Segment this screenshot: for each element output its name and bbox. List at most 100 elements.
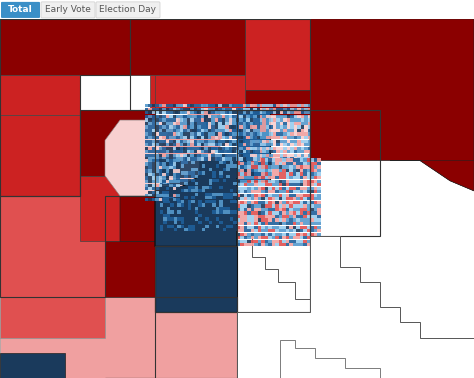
Bar — [230, 200, 233, 203]
Bar — [208, 118, 211, 122]
Bar — [176, 180, 180, 183]
Bar — [192, 154, 196, 157]
Bar — [227, 175, 230, 178]
Bar — [231, 143, 234, 146]
Bar — [258, 158, 261, 161]
Bar — [188, 175, 191, 178]
Bar — [239, 154, 243, 157]
Bar — [185, 108, 189, 111]
Bar — [290, 162, 293, 165]
Bar — [219, 125, 222, 129]
Bar — [254, 147, 257, 150]
Bar — [251, 165, 254, 169]
Bar — [255, 194, 258, 197]
Bar — [257, 154, 260, 157]
Bar — [251, 172, 254, 176]
Bar — [220, 136, 224, 139]
Bar — [297, 222, 300, 225]
Bar — [145, 173, 148, 176]
Bar — [263, 143, 266, 146]
Bar — [173, 133, 176, 136]
Bar — [290, 204, 293, 208]
Bar — [145, 162, 148, 166]
Bar — [318, 204, 321, 208]
Bar — [276, 115, 280, 118]
Bar — [268, 232, 272, 236]
Bar — [303, 169, 307, 172]
Bar — [251, 204, 254, 208]
Bar — [272, 169, 275, 172]
Bar — [301, 139, 304, 143]
Bar — [283, 226, 286, 229]
Bar — [198, 133, 201, 136]
Bar — [286, 222, 289, 225]
Bar — [160, 189, 163, 192]
Bar — [272, 218, 275, 222]
Bar — [204, 108, 208, 111]
Bar — [167, 186, 170, 189]
Bar — [180, 147, 183, 150]
Bar — [195, 214, 198, 217]
Bar — [226, 118, 228, 122]
Bar — [263, 115, 266, 118]
Bar — [283, 208, 286, 211]
Polygon shape — [150, 74, 245, 110]
Bar — [255, 154, 259, 157]
Bar — [238, 122, 241, 125]
Bar — [175, 111, 178, 115]
Bar — [272, 222, 275, 225]
Bar — [235, 143, 237, 146]
Bar — [255, 108, 259, 111]
Bar — [170, 162, 173, 166]
Bar — [314, 187, 317, 190]
Bar — [294, 125, 297, 129]
Bar — [208, 129, 211, 132]
Bar — [201, 122, 204, 125]
Bar — [263, 125, 266, 129]
Bar — [209, 175, 212, 178]
Bar — [227, 214, 230, 217]
Bar — [301, 118, 304, 122]
Bar — [167, 196, 170, 200]
Bar — [293, 222, 296, 225]
Bar — [301, 133, 304, 136]
Bar — [243, 125, 246, 129]
Bar — [176, 184, 180, 187]
Bar — [226, 136, 228, 139]
Bar — [167, 182, 170, 185]
Polygon shape — [120, 166, 175, 242]
Bar — [219, 214, 223, 217]
Bar — [191, 211, 195, 214]
Bar — [266, 129, 269, 132]
Bar — [181, 178, 184, 182]
Bar — [217, 118, 220, 122]
Bar — [237, 218, 240, 222]
Bar — [195, 193, 198, 196]
Bar — [272, 236, 275, 239]
Bar — [155, 115, 159, 118]
Bar — [258, 201, 261, 204]
Bar — [275, 187, 279, 190]
Bar — [293, 204, 296, 208]
Bar — [177, 207, 181, 210]
Bar — [298, 157, 301, 161]
Bar — [246, 118, 250, 122]
Bar — [206, 161, 209, 164]
Bar — [247, 240, 251, 243]
Bar — [219, 115, 222, 118]
Bar — [238, 133, 241, 136]
Bar — [257, 122, 260, 125]
Bar — [236, 154, 239, 157]
Bar — [257, 147, 260, 150]
Bar — [216, 189, 219, 192]
Bar — [208, 125, 211, 129]
Bar — [223, 214, 226, 217]
Bar — [307, 229, 310, 232]
Bar — [291, 111, 294, 115]
Bar — [222, 111, 225, 115]
Bar — [240, 222, 244, 225]
Polygon shape — [245, 19, 310, 90]
Bar — [166, 162, 169, 166]
Bar — [239, 150, 243, 153]
Bar — [171, 164, 173, 167]
